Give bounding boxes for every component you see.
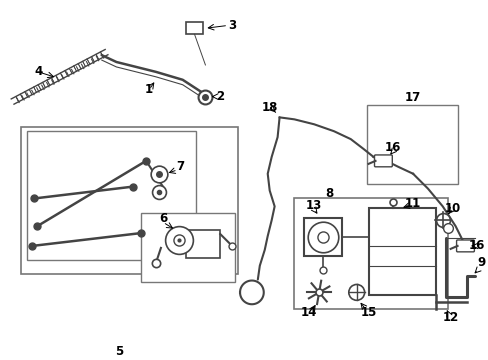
- Text: 9: 9: [476, 256, 485, 269]
- Bar: [294, 198, 447, 309]
- Text: 13: 13: [305, 199, 322, 212]
- Text: 5: 5: [115, 345, 123, 358]
- Text: 2: 2: [216, 90, 224, 103]
- Text: 17: 17: [404, 91, 420, 104]
- FancyBboxPatch shape: [374, 155, 391, 167]
- FancyBboxPatch shape: [456, 240, 473, 252]
- Bar: [185, 230, 220, 258]
- Text: 16: 16: [385, 140, 401, 153]
- Text: 16: 16: [468, 239, 485, 252]
- Text: 10: 10: [444, 202, 460, 215]
- Text: 18: 18: [261, 101, 277, 114]
- Text: 12: 12: [442, 311, 458, 324]
- Bar: [27, 131, 195, 260]
- Bar: [141, 213, 235, 283]
- Text: 7: 7: [176, 160, 184, 173]
- Bar: [304, 218, 341, 256]
- Text: 14: 14: [301, 306, 317, 319]
- Text: 8: 8: [324, 187, 332, 200]
- Bar: [368, 208, 435, 295]
- Text: 1: 1: [145, 83, 153, 96]
- Text: 15: 15: [360, 306, 376, 319]
- Bar: [366, 104, 457, 184]
- Text: 4: 4: [34, 66, 42, 78]
- Bar: [20, 127, 238, 274]
- Bar: [185, 22, 203, 34]
- Text: 11: 11: [404, 197, 420, 210]
- Text: 6: 6: [159, 212, 167, 225]
- Text: 3: 3: [227, 19, 236, 32]
